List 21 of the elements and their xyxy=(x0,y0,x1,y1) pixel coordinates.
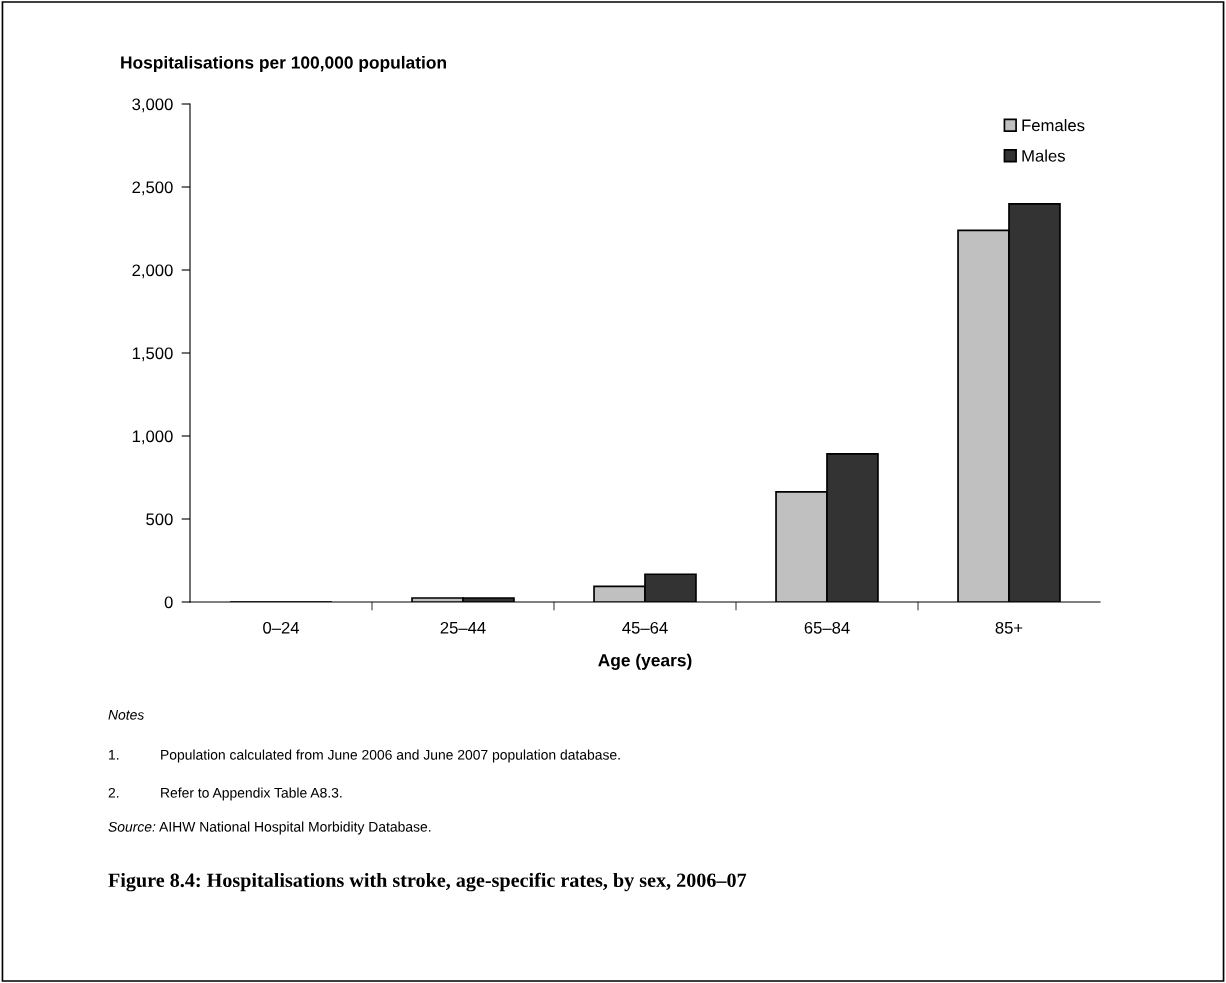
text: 2. Refer to Appendix Table A8.3. xyxy=(108,787,342,801)
y-axis-title: Hospitalisations per 100,000 population xyxy=(121,55,446,73)
text: Notes xyxy=(108,710,144,720)
x-tick-label: 0–24 xyxy=(263,621,300,634)
x-tick-label: 65–84 xyxy=(804,621,850,634)
text: Figure 8.4: Hospitalisations with stroke, age-specific rates, by sex, 2006–07 xyxy=(108,872,747,892)
text: 1. Population calculated from June 2006 and June 2007 population database. xyxy=(109,749,620,763)
y-tick-label: 1,500 xyxy=(132,347,173,362)
y-tick-label: 0 xyxy=(164,596,173,609)
y-tick-label: 3,000 xyxy=(132,98,173,113)
legend-label: Females xyxy=(1022,119,1085,132)
y-tick-label: 2,000 xyxy=(132,264,173,279)
y-tick-label: 500 xyxy=(146,513,173,526)
x-axis-title: Age (years) xyxy=(598,653,692,670)
x-tick-label: 85+ xyxy=(995,621,1023,634)
legend-label: Males xyxy=(1022,149,1065,162)
source-note: Source: AIHW National Hospital Morbidity Database. xyxy=(108,821,431,835)
y-tick-label: 1,000 xyxy=(132,430,173,445)
x-tick-label: 25–44 xyxy=(440,621,486,634)
y-tick-label: 2,500 xyxy=(132,181,173,196)
x-tick-label: 45–64 xyxy=(622,621,668,634)
